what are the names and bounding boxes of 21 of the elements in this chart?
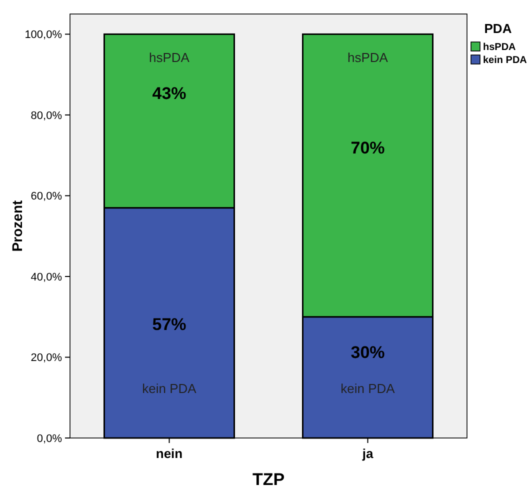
data-label: 43% — [152, 84, 186, 104]
data-label: 57% — [152, 314, 186, 334]
x-tick-label: nein — [156, 446, 183, 461]
x-axis-title: TZP — [252, 470, 285, 489]
y-tick-label: 80,0% — [30, 110, 62, 122]
legend-title: PDA — [484, 21, 512, 36]
y-tick-label: 100,0% — [24, 29, 62, 42]
y-tick-label: 60,0% — [30, 190, 62, 203]
data-label: 70% — [350, 138, 385, 158]
text: hsPDA — [149, 50, 190, 66]
data-label: 30% — [350, 343, 385, 362]
text: kein PDA — [340, 381, 395, 396]
text: kein PDA — [142, 381, 196, 396]
y-tick-label: 20,0% — [30, 352, 62, 364]
x-tick-label: ja — [361, 446, 374, 461]
y-axis-title: Prozent — [9, 200, 25, 252]
legend-label: hsPDA — [483, 42, 516, 53]
text: hsPDA — [348, 50, 388, 66]
y-tick-label: 40,0% — [30, 271, 62, 284]
y-tick-label: 0,0% — [36, 433, 62, 445]
legend-label: kein PDA — [483, 55, 527, 66]
